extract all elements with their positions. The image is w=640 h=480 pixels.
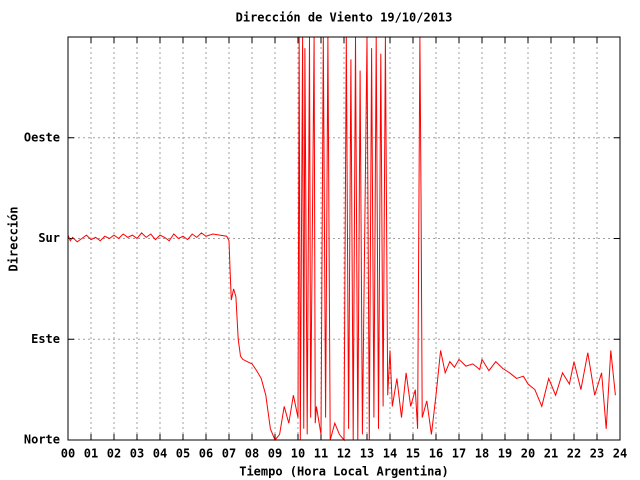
x-tick-label: 16 xyxy=(429,447,443,461)
y-tick-label: Sur xyxy=(38,231,60,245)
y-axis-label: Dirección xyxy=(7,206,21,271)
x-tick-label: 10 xyxy=(291,447,305,461)
x-tick-label: 19 xyxy=(498,447,512,461)
x-tick-label: 07 xyxy=(222,447,236,461)
x-tick-label: 14 xyxy=(383,447,397,461)
x-tick-label: 18 xyxy=(475,447,489,461)
y-tick-label: Norte xyxy=(24,433,60,447)
x-tick-label: 00 xyxy=(61,447,75,461)
x-tick-label: 15 xyxy=(406,447,420,461)
x-tick-label: 12 xyxy=(337,447,351,461)
x-tick-label: 13 xyxy=(360,447,374,461)
y-tick-label: Este xyxy=(31,332,60,346)
plot-border xyxy=(67,36,621,441)
x-axis-label: Tiempo (Hora Local Argentina) xyxy=(239,465,449,479)
x-tick-label: 09 xyxy=(268,447,282,461)
x-tick-label: 03 xyxy=(130,447,144,461)
x-tick-label: 11 xyxy=(314,447,328,461)
x-tick-label: 20 xyxy=(521,447,535,461)
x-tick-label: 22 xyxy=(567,447,581,461)
x-tick-label: 24 xyxy=(613,447,627,461)
x-tick-label: 01 xyxy=(84,447,98,461)
x-tick-label: 21 xyxy=(544,447,558,461)
chart-title: Dirección de Viento 19/10/2013 xyxy=(236,11,453,25)
data-line xyxy=(67,36,616,442)
x-tick-label: 04 xyxy=(153,447,167,461)
x-tick-label: 06 xyxy=(199,447,213,461)
x-tick-label: 23 xyxy=(590,447,604,461)
y-tick-label: Oeste xyxy=(24,130,60,144)
x-tick-label: 17 xyxy=(452,447,466,461)
x-tick-label: 02 xyxy=(107,447,121,461)
x-tick-label: 08 xyxy=(245,447,259,461)
x-tick-label: 05 xyxy=(176,447,190,461)
